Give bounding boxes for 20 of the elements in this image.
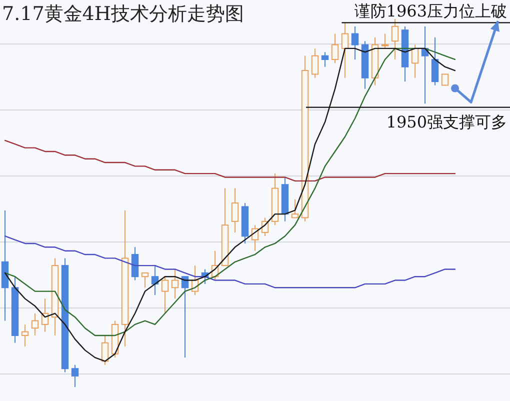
candlestick <box>151 265 159 296</box>
candlestick <box>351 26 359 60</box>
candlestick <box>341 22 349 78</box>
candlestick <box>31 312 39 336</box>
candlestick <box>361 40 369 90</box>
candlestick <box>51 258 59 336</box>
candlestick <box>121 210 129 348</box>
candlestick <box>1 210 9 322</box>
candlestick <box>301 55 309 222</box>
candlestick <box>131 246 139 281</box>
candlestick <box>11 276 19 344</box>
candlestick <box>231 188 239 233</box>
chart-title: 7.17黄金4H技术分析走势图 <box>2 3 244 25</box>
ref-line-label: 1950强支撑可多 <box>386 112 507 132</box>
candlestick <box>21 324 29 348</box>
candlestick <box>171 268 179 300</box>
candlestick <box>321 52 329 68</box>
ref-line-label: 谨防1963压力位上破 <box>354 2 507 21</box>
candlestick <box>61 258 69 373</box>
candlestick <box>311 48 319 78</box>
